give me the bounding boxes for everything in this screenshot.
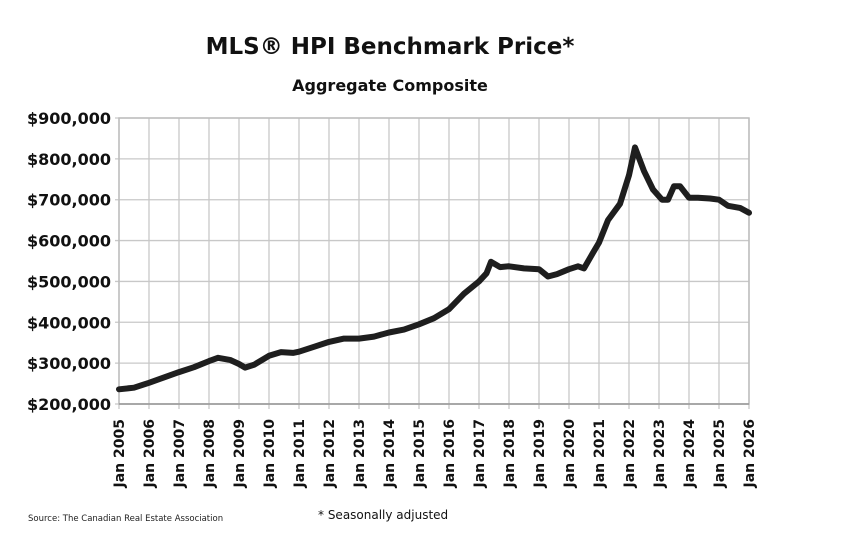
y-tick-label: $500,000 xyxy=(27,272,111,291)
x-tick-label: Jan 2024 xyxy=(682,419,698,489)
source-note: Source: The Canadian Real Estate Associa… xyxy=(28,514,223,524)
x-tick-label: Jan 2023 xyxy=(652,419,668,488)
x-tick-label: Jan 2008 xyxy=(202,419,218,488)
y-tick-label: $900,000 xyxy=(27,109,111,128)
x-tick-label: Jan 2012 xyxy=(322,419,338,488)
chart-subtitle: Aggregate Composite xyxy=(292,76,488,95)
x-tick-label: Jan 2025 xyxy=(712,419,728,488)
x-tick-label: Jan 2011 xyxy=(292,419,308,488)
x-tick-label: Jan 2017 xyxy=(472,419,488,488)
y-axis: $200,000 $300,000 $400,000 $500,000 $600,000… xyxy=(27,109,111,414)
x-tick-label: Jan 2021 xyxy=(592,419,608,488)
y-tick-label: $600,000 xyxy=(27,232,111,251)
x-tick-label: Jan 2018 xyxy=(502,419,518,488)
y-tick-label: $800,000 xyxy=(27,150,111,169)
series-line xyxy=(116,144,752,393)
x-tick-label: Jan 2016 xyxy=(442,419,458,488)
x-tick-label: Jan 2015 xyxy=(412,419,428,488)
grid xyxy=(115,117,750,409)
x-tick-label: Jan 2005 xyxy=(112,419,128,488)
x-tick-label: Jan 2020 xyxy=(562,419,578,489)
seasonal-note: * Seasonally adjusted xyxy=(318,508,448,522)
x-tick-label: Jan 2026 xyxy=(742,419,758,488)
chart-title: MLS® HPI Benchmark Price* xyxy=(206,34,575,60)
y-tick-label: $300,000 xyxy=(27,354,111,373)
x-tick-label: Jan 2019 xyxy=(532,419,548,488)
y-tick-label: $700,000 xyxy=(27,191,111,210)
x-axis: Jan 2005 Jan 2006 Jan 2007 Jan 2008 Jan 2009… xyxy=(112,419,758,489)
x-tick-label: Jan 2007 xyxy=(172,419,188,488)
x-tick-label: Jan 2010 xyxy=(262,419,278,489)
y-tick-label: $200,000 xyxy=(27,395,111,414)
y-tick-label: $400,000 xyxy=(27,313,111,332)
x-tick-label: Jan 2022 xyxy=(622,419,638,488)
x-tick-label: Jan 2006 xyxy=(142,419,158,488)
x-tick-label: Jan 2014 xyxy=(382,419,398,489)
x-tick-label: Jan 2009 xyxy=(232,419,248,488)
x-tick-label: Jan 2013 xyxy=(352,419,368,488)
